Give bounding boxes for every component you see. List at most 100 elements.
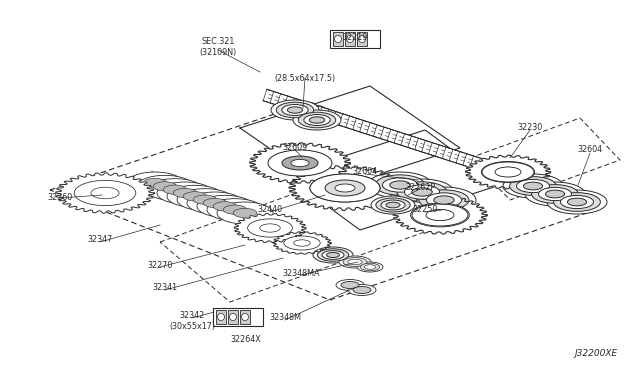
Ellipse shape [284,236,320,250]
Text: 32341: 32341 [152,283,177,292]
Ellipse shape [269,150,332,176]
Ellipse shape [183,192,207,201]
Ellipse shape [545,190,564,198]
Ellipse shape [173,188,196,198]
Ellipse shape [74,180,136,206]
Ellipse shape [348,285,376,295]
Ellipse shape [524,182,543,190]
Ellipse shape [322,251,344,259]
Ellipse shape [538,187,572,201]
Ellipse shape [329,182,361,195]
Ellipse shape [230,314,237,321]
Ellipse shape [336,279,364,291]
Polygon shape [465,155,550,189]
Text: 32264X: 32264X [230,336,261,344]
Ellipse shape [335,184,355,192]
Ellipse shape [177,189,233,211]
Text: 32250: 32250 [412,205,438,215]
Ellipse shape [525,182,585,206]
Ellipse shape [368,172,432,198]
Text: 32604: 32604 [577,145,603,154]
Ellipse shape [204,198,227,208]
Ellipse shape [411,203,469,227]
Ellipse shape [532,185,579,203]
Ellipse shape [285,157,314,169]
Text: 32219: 32219 [342,33,368,42]
Ellipse shape [127,172,183,194]
Text: 32604: 32604 [353,167,378,176]
Ellipse shape [137,175,193,197]
Ellipse shape [157,182,213,204]
Ellipse shape [358,35,365,42]
Ellipse shape [326,253,339,257]
Ellipse shape [419,190,469,210]
Ellipse shape [310,174,380,202]
Ellipse shape [427,209,454,221]
Ellipse shape [248,219,292,237]
Bar [333,32,343,46]
Ellipse shape [167,185,223,207]
Ellipse shape [383,178,418,192]
Ellipse shape [547,190,607,214]
Ellipse shape [304,115,330,125]
Bar [357,32,367,46]
Ellipse shape [147,179,203,201]
Text: (30x55x17): (30x55x17) [169,321,215,330]
Text: SEC.321: SEC.321 [202,38,235,46]
Ellipse shape [397,182,447,202]
Ellipse shape [143,179,167,187]
Ellipse shape [335,35,342,42]
Text: 32609: 32609 [282,144,308,153]
Ellipse shape [218,314,225,321]
Ellipse shape [386,202,400,208]
Polygon shape [289,166,401,211]
Ellipse shape [310,174,380,202]
Text: J32200XE: J32200XE [575,349,618,358]
Ellipse shape [346,35,353,42]
Ellipse shape [217,202,273,224]
Polygon shape [250,143,351,183]
Text: (28.5x64x17.5): (28.5x64x17.5) [275,74,335,83]
Ellipse shape [412,187,476,213]
Ellipse shape [343,257,367,266]
Ellipse shape [390,181,410,189]
Ellipse shape [375,175,425,195]
Text: (32109N): (32109N) [200,48,237,57]
Ellipse shape [163,185,187,194]
Ellipse shape [309,117,324,123]
Ellipse shape [271,100,319,120]
Ellipse shape [561,195,593,209]
Text: 32270: 32270 [147,260,173,269]
Ellipse shape [412,188,432,196]
Ellipse shape [496,167,520,177]
Ellipse shape [495,167,521,177]
Polygon shape [263,89,577,201]
Ellipse shape [317,249,349,261]
Ellipse shape [348,259,362,265]
Bar [240,310,250,324]
Ellipse shape [241,314,248,321]
Ellipse shape [294,240,310,246]
Ellipse shape [353,286,371,294]
Polygon shape [56,173,154,213]
Text: 32348MA: 32348MA [282,269,320,278]
Ellipse shape [381,200,405,210]
Ellipse shape [339,256,371,268]
Ellipse shape [481,161,534,183]
Ellipse shape [376,198,410,212]
Ellipse shape [412,204,468,226]
Text: 32342: 32342 [179,311,205,321]
Ellipse shape [364,265,376,269]
Ellipse shape [503,174,563,198]
Ellipse shape [426,209,454,221]
Ellipse shape [293,110,341,130]
Ellipse shape [434,196,454,204]
Bar [228,310,238,324]
Ellipse shape [360,263,380,271]
Text: 32440: 32440 [257,205,283,215]
Ellipse shape [554,193,600,211]
Ellipse shape [568,198,587,206]
Ellipse shape [357,262,383,272]
Ellipse shape [153,182,177,191]
Ellipse shape [91,187,119,199]
